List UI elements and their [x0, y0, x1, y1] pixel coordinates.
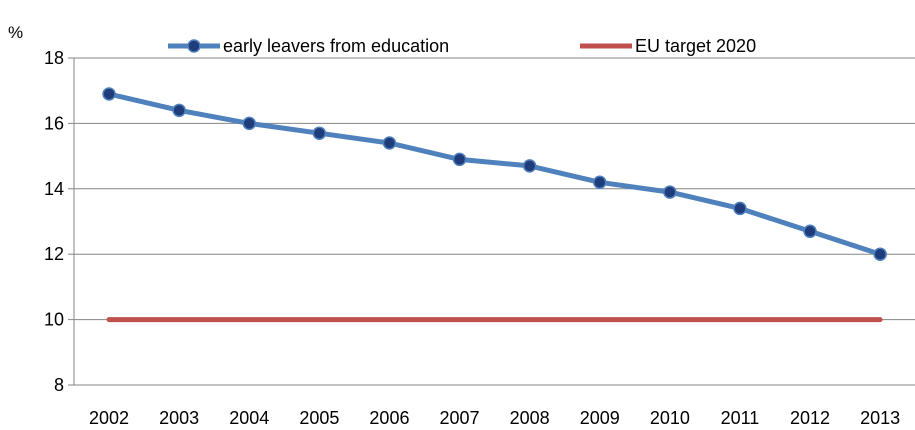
- x-tick-label: 2013: [860, 408, 900, 428]
- series-lines: [102, 87, 887, 323]
- y-axis-unit-label: %: [8, 23, 23, 42]
- y-tick-label: 14: [44, 179, 64, 199]
- x-tick-label: 2010: [650, 408, 690, 428]
- x-tick-label: 2004: [229, 408, 269, 428]
- y-tick-label: 12: [44, 244, 64, 264]
- x-tick-label: 2011: [721, 408, 760, 428]
- legend-label: early leavers from education: [223, 36, 449, 56]
- series-line: [106, 91, 883, 257]
- x-tick-label: 2003: [159, 408, 199, 428]
- x-tick-label: 2009: [580, 408, 620, 428]
- x-tick-label: 2007: [440, 408, 480, 428]
- data-point: [452, 152, 467, 167]
- y-tick-label: 18: [44, 48, 64, 68]
- x-tick-label: 2012: [790, 408, 830, 428]
- y-tick-labels: 8 10 12 14 16 18: [44, 48, 64, 395]
- data-point: [593, 175, 607, 190]
- data-point: [102, 87, 116, 101]
- data-point: [873, 247, 887, 261]
- data-point: [312, 126, 327, 140]
- x-tick-label: 2006: [369, 408, 409, 428]
- data-point: [172, 103, 186, 118]
- data-point: [242, 116, 256, 131]
- data-point: [663, 185, 677, 199]
- data-point: [382, 136, 397, 150]
- legend: early leavers from education EU target 20…: [168, 36, 756, 56]
- data-point: [803, 224, 817, 239]
- x-tick-label: 2005: [299, 408, 339, 428]
- y-tick-label: 8: [54, 375, 64, 395]
- x-tick-label: 2008: [510, 408, 550, 428]
- legend-label: EU target 2020: [635, 36, 756, 56]
- data-point: [733, 201, 747, 216]
- x-tick-labels: 2002 2003 2004 2005 2006 2007 2008 2009 2010 2011…: [89, 408, 900, 428]
- axes: [73, 58, 915, 386]
- y-tick-label: 10: [44, 310, 64, 330]
- data-point: [522, 159, 537, 173]
- y-tick-label: 16: [44, 113, 64, 133]
- legend-marker: [187, 39, 201, 53]
- x-tick-label: 2002: [89, 408, 129, 428]
